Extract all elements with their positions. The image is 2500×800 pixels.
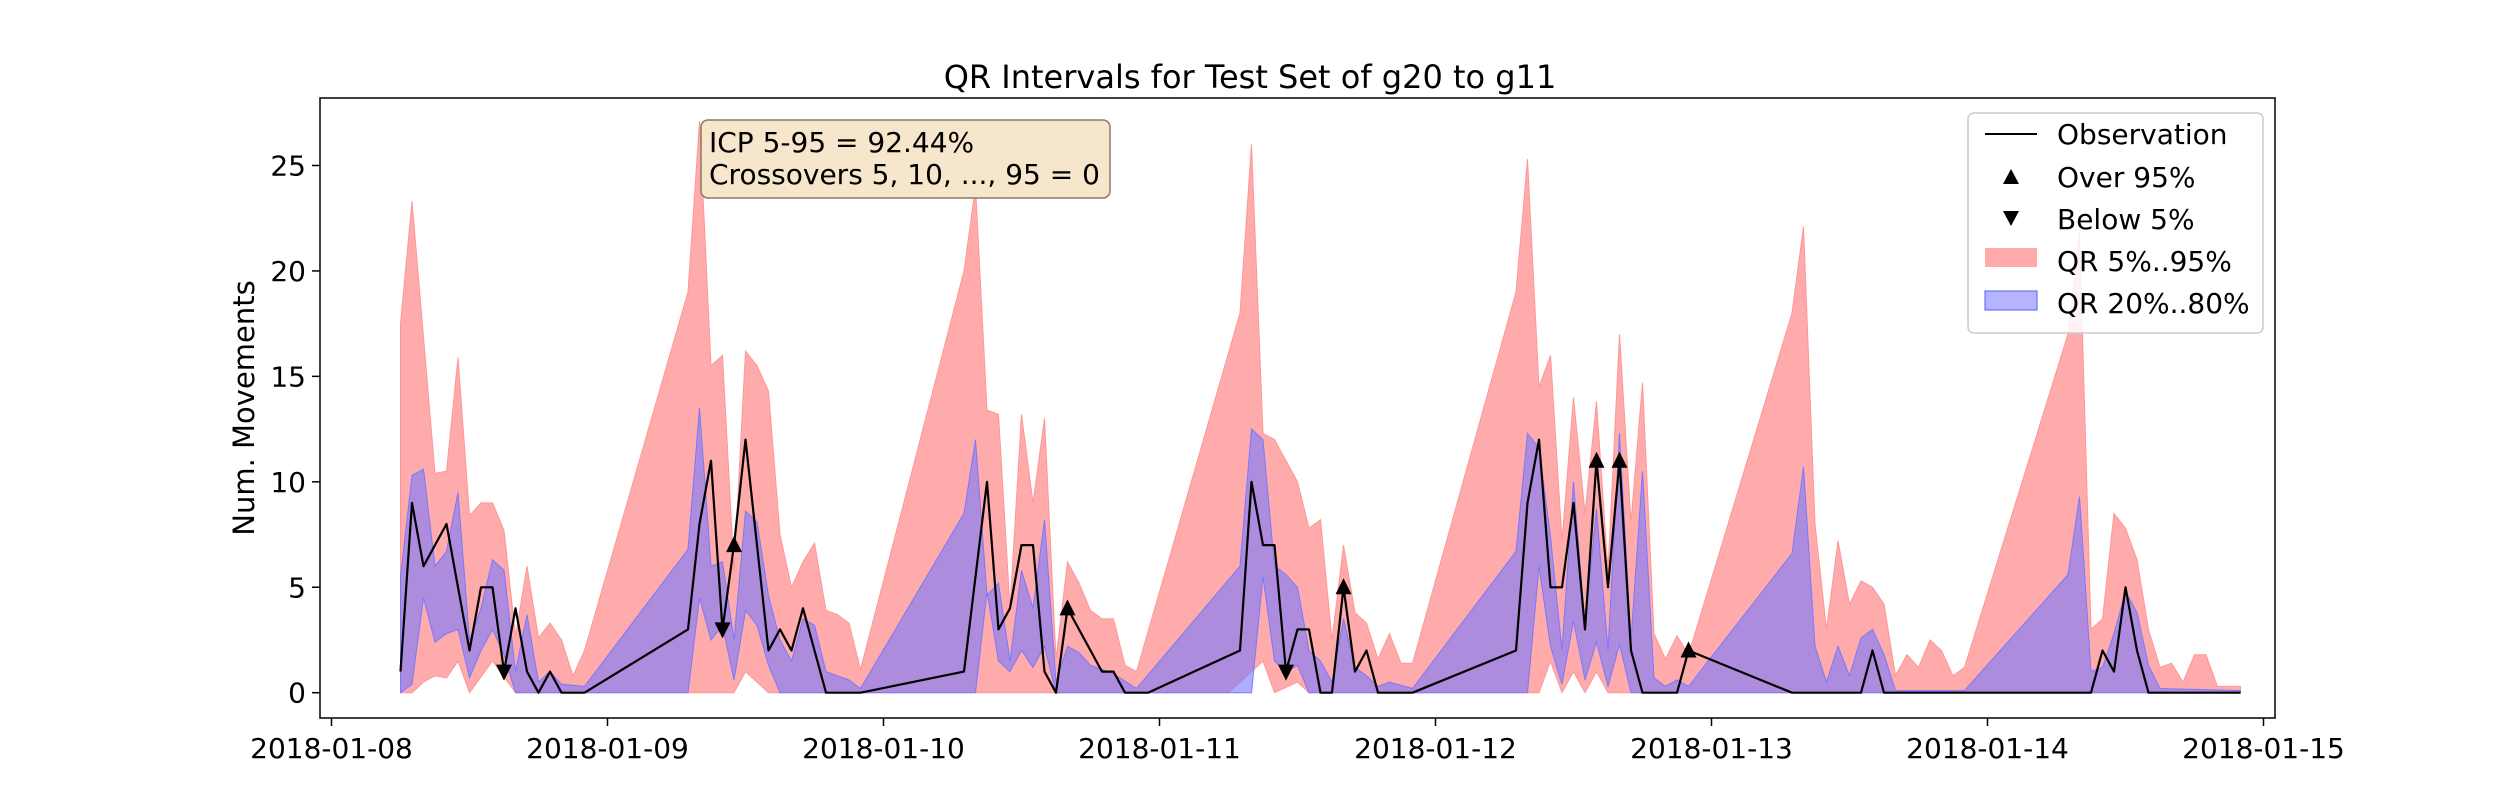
plot-area [399,121,2241,694]
y-tick-label: 10 [270,466,306,499]
over-95-marker [1588,451,1605,468]
legend-observation-label: Observation [2057,118,2228,151]
legend-qr95-label: QR 5%..95% [2057,245,2232,278]
over-95-marker [726,536,742,553]
qr-5-95-band [400,121,2241,694]
qr-5-95-layer [400,121,2241,694]
plot-frame [319,97,2276,719]
y-tick-label: 5 [288,571,306,604]
x-tick-label: 2018-01-14 [1906,732,2069,765]
annotation-background [700,119,1111,199]
legend-triangle-down-icon [2003,211,2019,226]
legend-frame [1967,112,2264,334]
chart-title: QR Intervals for Test Set of g20 to g11 [944,58,1557,96]
annotation-line-1: ICP 5-95 = 92.44% [709,126,974,159]
annotation-line-2: Crossovers 5, 10, ..., 95 = 0 [709,158,1100,191]
below-5-marker [496,664,512,681]
legend-over95-label: Over 95% [2057,161,2195,194]
over-95-marker [1611,451,1628,468]
x-tick-label: 2018-01-09 [526,732,689,765]
legend-qr80-label: QR 20%..80% [2057,287,2250,320]
y-tick-label: 20 [270,255,306,288]
observation-line [399,438,2241,694]
annotation-box: ICP 5-95 = 92.44% Crossovers 5, 10, ...,… [700,119,1111,199]
x-tick-label: 2018-01-13 [1630,732,1793,765]
y-tick-label: 0 [288,677,306,710]
x-tick-label: 2018-01-11 [1078,732,1241,765]
below-5-marker [714,622,731,639]
marker-layer [496,451,1697,681]
legend-triangle-up-icon [2003,169,2019,184]
x-tick-label: 2018-01-15 [2182,732,2345,765]
x-tick-label: 2018-01-12 [1354,732,1517,765]
below-5-marker [1278,664,1294,681]
y-tick-label: 25 [270,149,306,182]
x-tick-label: 2018-01-08 [250,732,413,765]
legend-qr95-swatch [1985,248,2037,267]
y-axis: 0 5 10 15 20 25 [270,149,320,710]
x-axis: 2018-01-08 2018-01-09 2018-01-10 2018-01-11… [250,718,2345,765]
legend-below5-label: Below 5% [2057,203,2195,236]
legend-qr80-swatch [1984,290,2038,311]
over-95-marker [1335,578,1352,595]
y-axis-label: Num. Movements [227,280,261,535]
observation-layer [399,438,2241,694]
legend: Observation Over 95% Below 5% QR 5%..95%… [1967,112,2264,334]
y-tick-label: 15 [270,360,306,393]
over-95-marker [1059,599,1076,616]
qr-20-80-layer [400,407,2241,694]
qr-20-80-band [400,407,2241,694]
over-95-marker [1680,641,1697,658]
x-tick-label: 2018-01-10 [802,732,965,765]
